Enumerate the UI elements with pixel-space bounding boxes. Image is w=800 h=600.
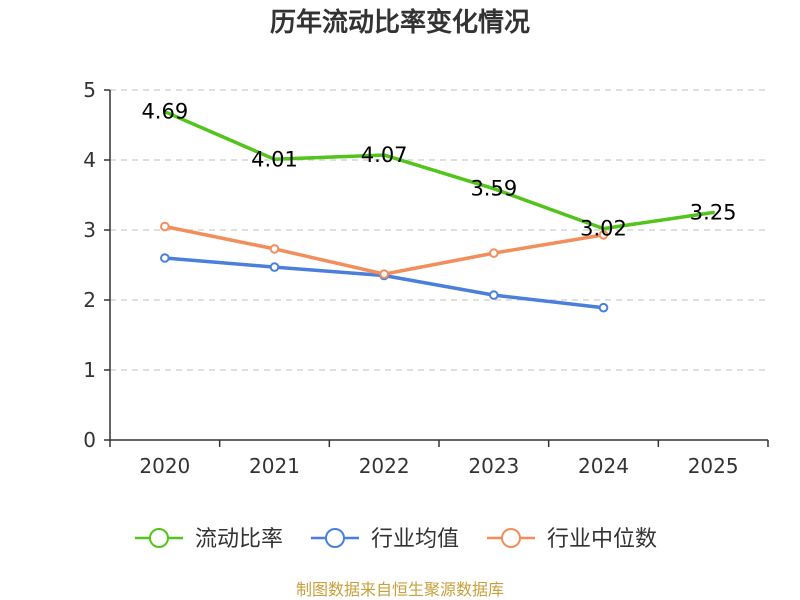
- x-tick-label: 2022: [359, 454, 410, 478]
- y-tick-label: 4: [83, 148, 96, 172]
- series-line-3: [163, 224, 606, 276]
- x-tick-label: 2021: [249, 454, 300, 478]
- legend-label: 行业中位数: [547, 527, 657, 552]
- legend-marker-icon: [149, 528, 169, 548]
- data-point: [160, 221, 170, 232]
- legend-label: 流动比率: [195, 527, 283, 552]
- data-point: [598, 230, 609, 240]
- y-tick-label: 1: [83, 358, 96, 382]
- series-layer: 4.69 4.01 4.07 3.59 3.02 3.25: [141, 100, 737, 313]
- data-label: 4.07: [361, 143, 408, 167]
- axes: 0 1 2 3 4 5 2020 2021 2022 2023 2024 2025: [83, 78, 769, 478]
- y-tick-label: 2: [83, 288, 96, 312]
- data-point: [489, 290, 499, 300]
- x-tick-label: 2020: [139, 454, 190, 478]
- data-point: [489, 248, 499, 258]
- data-point: [379, 269, 389, 279]
- data-label: 3.59: [470, 177, 517, 201]
- y-tick-label: 0: [83, 428, 96, 452]
- legend: 流动比率 行业均值 行业中位数: [135, 527, 657, 552]
- series-line-2: [163, 256, 606, 310]
- y-tick-label: 5: [83, 78, 96, 102]
- source-note: 制图数据来自恒生聚源数据库: [296, 580, 504, 599]
- x-tick-label: 2023: [468, 454, 519, 478]
- x-tick-label: 2024: [578, 454, 629, 478]
- data-point: [269, 244, 280, 254]
- legend-marker-icon: [501, 528, 521, 548]
- data-point: [269, 262, 280, 272]
- data-label: 3.25: [690, 201, 737, 225]
- series-line-1: [163, 109, 715, 231]
- data-point: [598, 302, 609, 313]
- chart-title: 历年流动比率变化情况: [270, 7, 530, 38]
- data-label: 4.01: [251, 147, 298, 171]
- data-label: 4.69: [141, 100, 188, 124]
- x-tick-label: 2025: [688, 454, 739, 478]
- legend-label: 行业均值: [371, 527, 459, 552]
- data-label: 3.02: [580, 217, 627, 241]
- legend-marker-icon: [325, 528, 345, 548]
- data-point: [160, 253, 170, 263]
- y-tick-label: 3: [83, 218, 96, 242]
